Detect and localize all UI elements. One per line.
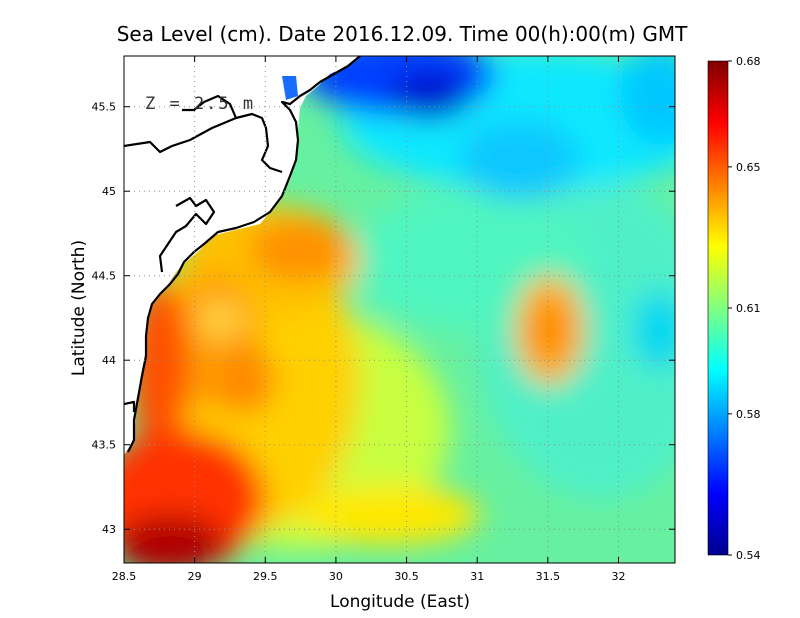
colorbar-tick-label: 0.58 xyxy=(736,408,761,421)
field-south-yellow xyxy=(300,485,480,545)
depth-annotation: Z = 2.5 m xyxy=(145,94,255,114)
grid-lines xyxy=(124,56,675,563)
x-tick-label: 28.5 xyxy=(112,570,137,583)
y-axis: 43 43.5 44 44.5 45 45.5 xyxy=(92,101,675,536)
coastline-inlet xyxy=(158,196,216,273)
colorbar-tick-label: 0.61 xyxy=(736,302,761,315)
y-tick-label: 44 xyxy=(102,354,116,367)
field-east-orange xyxy=(530,298,570,362)
x-axis-label: Longitude (East) xyxy=(330,592,470,612)
field-northeast-blue xyxy=(620,56,675,145)
colorbar-ticks: 0.54 0.58 0.61 0.65 0.68 xyxy=(728,55,761,562)
x-tick-label: 30 xyxy=(329,570,343,583)
x-axis: 28.5 29 29.5 30 30.5 31 31.5 32 xyxy=(112,56,625,583)
x-tick-label: 31.5 xyxy=(536,570,561,583)
coastline xyxy=(124,56,361,453)
colorbar-tick-label: 0.68 xyxy=(736,55,761,68)
y-tick-label: 44.5 xyxy=(92,270,117,283)
land-mass xyxy=(124,56,360,455)
field-west-yellow-patch xyxy=(195,300,245,340)
y-axis-label: Latitude (North) xyxy=(69,240,89,376)
x-tick-label: 32 xyxy=(611,570,625,583)
colorbar-tick-label: 0.54 xyxy=(736,549,761,562)
land-inlet-patch xyxy=(282,76,298,100)
y-tick-label: 45.5 xyxy=(92,101,117,114)
field-west-orange-core xyxy=(215,345,275,415)
chart-title: Sea Level (cm). Date 2016.12.09. Time 00… xyxy=(117,22,688,46)
field-south-darkred xyxy=(124,515,225,563)
coastline-bay xyxy=(124,112,283,174)
x-tick-label: 29 xyxy=(188,570,202,583)
sea-level-field xyxy=(124,56,675,563)
y-tick-label: 45 xyxy=(102,185,116,198)
plot-frame xyxy=(123,55,676,564)
colorbar xyxy=(707,60,729,556)
coastline-main xyxy=(127,56,361,453)
plot-area xyxy=(124,56,675,563)
y-tick-label: 43.5 xyxy=(92,439,117,452)
x-tick-label: 29.5 xyxy=(253,570,278,583)
field-north-lightblue xyxy=(460,120,580,200)
x-tick-label: 30.5 xyxy=(394,570,419,583)
field-northwest-orange xyxy=(250,220,350,280)
field-north-darkblue xyxy=(390,70,470,120)
colorbar-tick-label: 0.65 xyxy=(736,161,761,174)
field-east-cyan xyxy=(632,290,675,370)
x-tick-label: 31 xyxy=(470,570,484,583)
coastline-bay-shore xyxy=(182,94,238,119)
coastline-lagoon xyxy=(124,400,136,412)
y-tick-label: 43 xyxy=(102,523,116,536)
